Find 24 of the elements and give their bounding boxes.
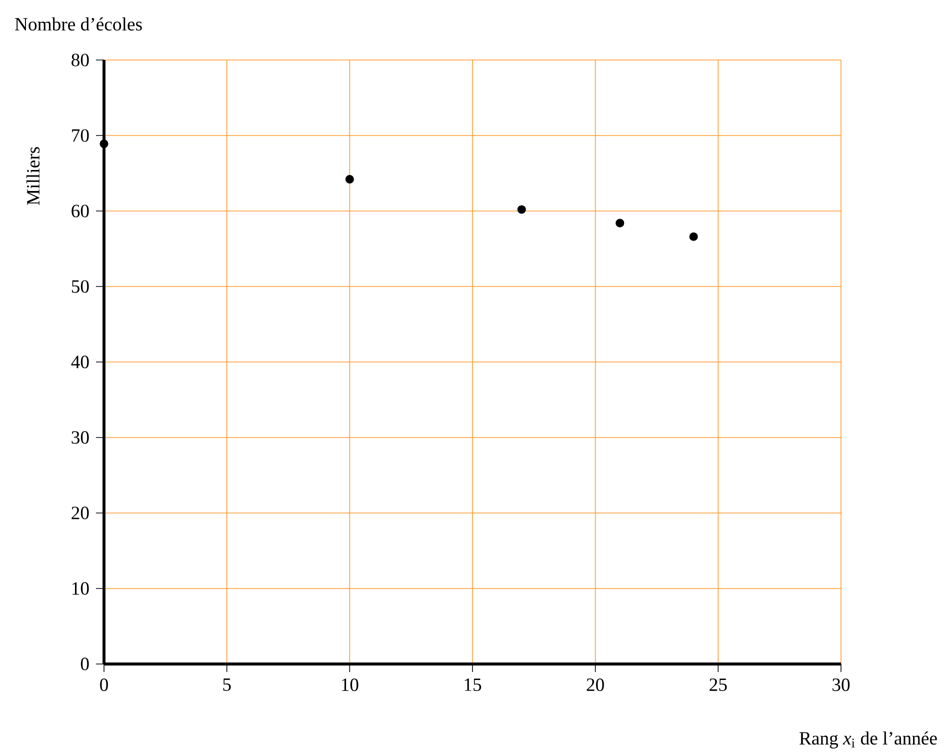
- y-tick-label: 0: [80, 658, 89, 670]
- x-tick-label: 10: [342, 678, 358, 692]
- y-tick-label: 30: [72, 431, 89, 444]
- y-tick-label: 20: [72, 506, 89, 520]
- point: [100, 140, 108, 148]
- y-tick-label: 50: [72, 280, 89, 293]
- x-tick-label: 20: [586, 678, 604, 692]
- point: [517, 205, 526, 214]
- y-tick-label: 10: [72, 582, 89, 595]
- y-axis-title: Milliers: [26, 147, 40, 205]
- y-tick-label: 60: [72, 204, 89, 218]
- x-tick-label: 30: [832, 678, 850, 692]
- point: [689, 232, 698, 241]
- x-tick-label: 0: [100, 678, 108, 692]
- x-tick-label: 5: [223, 678, 231, 691]
- point: [616, 218, 624, 228]
- y-tick-label: 80: [72, 54, 89, 66]
- x-tick-label: 15: [464, 678, 482, 691]
- y-tick-label: 70: [72, 129, 89, 142]
- x-tick-label: 25: [710, 678, 727, 692]
- x-axis-title: Rang x$_{i}$ de l’année: [800, 731, 937, 748]
- chart-title: Nombre d’écoles: [15, 17, 142, 31]
- point: [345, 175, 354, 184]
- y-tick-label: 40: [71, 356, 89, 368]
